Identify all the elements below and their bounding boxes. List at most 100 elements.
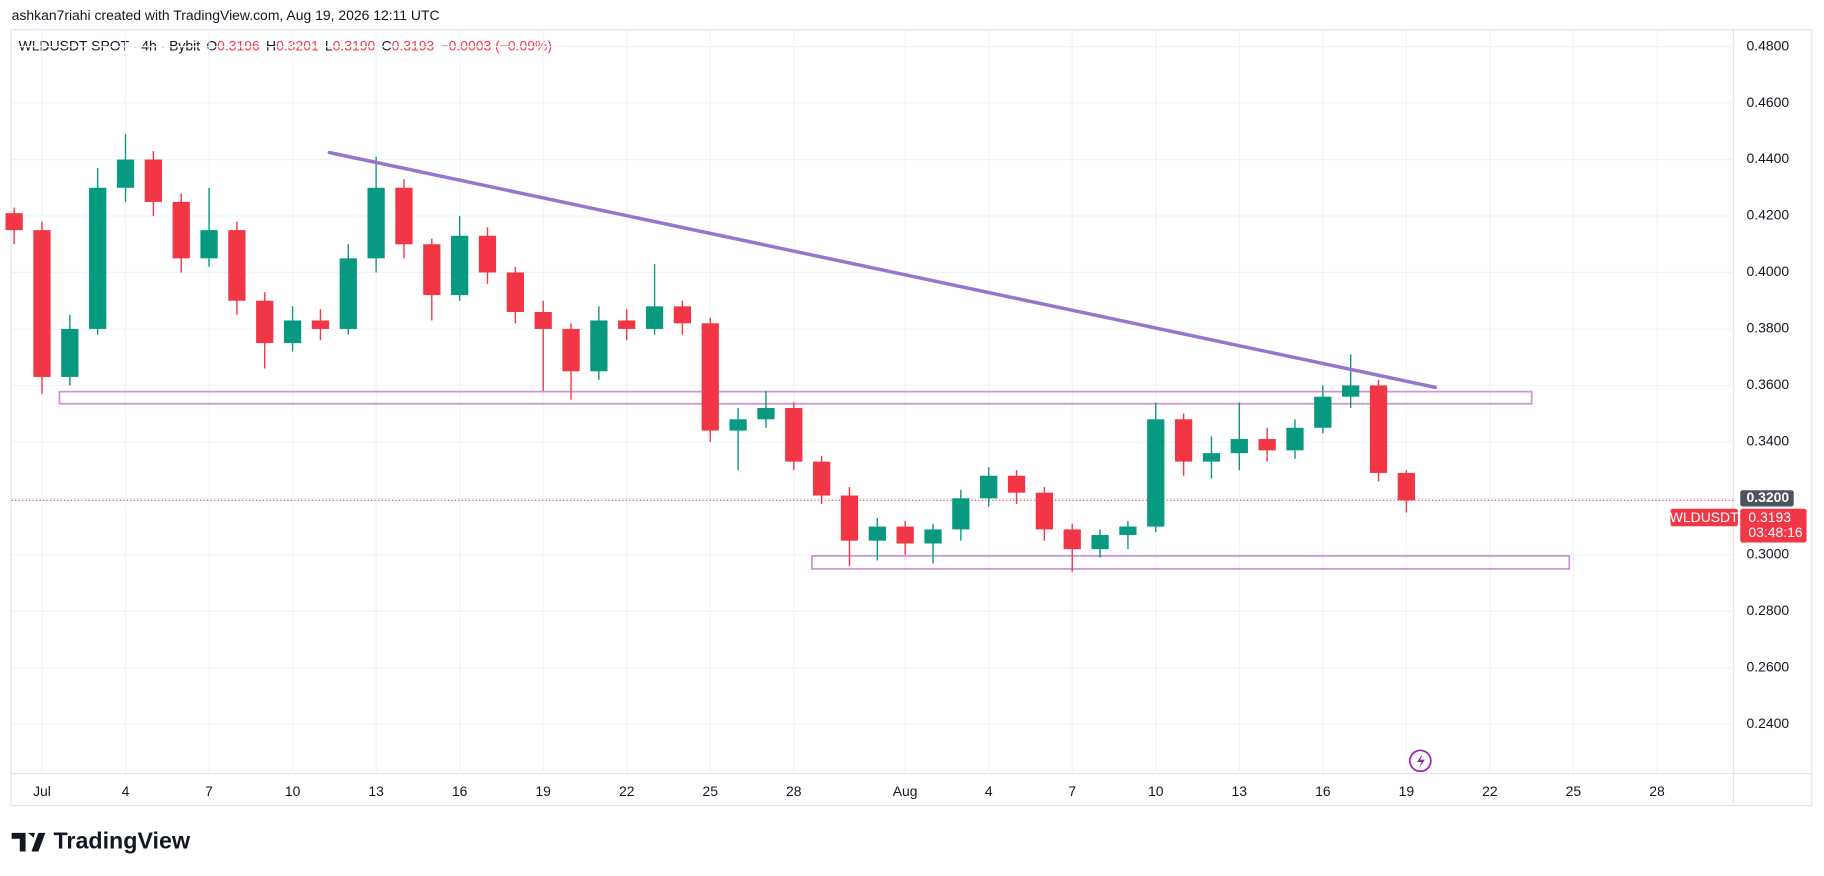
candle-body [228,230,246,301]
candle-body [451,235,469,296]
candle-body [980,475,998,499]
candle-body [89,187,107,329]
candle-body [256,300,274,344]
candle-body [61,328,79,377]
x-tick-label: 4 [985,783,993,799]
candle-body [785,407,803,462]
legend-change: −0.0003 (−0.09%) [440,37,552,53]
legend-h-label: H [266,37,276,53]
candle-body [562,328,580,372]
lightning-icon [1409,749,1432,773]
legend-c-label: C [382,37,392,53]
y-tick-label: 0.2800 [1746,602,1789,618]
candle-body [1007,475,1026,493]
x-tick-label: 13 [368,783,384,799]
x-tick-label: Aug [893,783,918,799]
x-tick-label: 7 [205,783,213,799]
x-tick-label: 10 [1148,783,1164,799]
grid [11,29,1734,774]
candle-body [1035,492,1054,530]
candle-body [1342,385,1360,397]
y-tick-label: 0.4200 [1746,207,1789,223]
zone [811,555,1571,570]
candle-body [5,213,23,231]
trendline [327,150,1438,390]
x-tick-label: 16 [452,783,468,799]
candle-body [868,526,886,541]
candle-body [1174,419,1193,462]
marker-label: 0.3200 [1746,489,1789,505]
candle-body [952,498,970,530]
candle-body [311,320,330,329]
legend-o: 0.3196 [217,37,260,53]
legend-h: 0.3201 [276,37,319,53]
candle-body [896,526,914,544]
marker-badge [1740,490,1794,507]
x-tick-label: 16 [1315,783,1331,799]
x-tick-label: 28 [1649,783,1665,799]
candle-body [618,320,636,329]
y-tick-label: 0.3800 [1746,320,1789,336]
candle-body [1258,439,1276,451]
legend-symbol: WLDUSDT SPOT · 4h · Bybit [19,37,201,53]
candle-body [283,320,302,344]
candle-body [1202,453,1221,462]
candle-body [729,419,747,431]
candle-body [200,230,218,259]
candle-body [116,159,135,188]
candle-body [701,323,719,431]
y-tick-label: 0.4400 [1746,150,1789,166]
candle-body [33,230,51,377]
brand-logo: TradingView [11,827,191,853]
candle-body [757,407,775,420]
legend-c: 0.3193 [392,37,435,53]
x-tick-label: 22 [619,783,635,799]
y-tick-label: 0.3400 [1746,433,1789,449]
symbol-label: WLDUSDT [1670,509,1739,525]
candle-body [144,159,162,202]
x-tick-label: 7 [1068,783,1076,799]
y-tick-label: 0.4600 [1746,94,1789,110]
x-tick-label: Jul [33,783,51,799]
candle-body [1369,385,1388,473]
candle-body [1397,472,1416,501]
candle-body [339,258,357,329]
candle-body [1091,535,1109,550]
pane-border [10,29,1813,807]
x-tick-label: 10 [285,783,301,799]
candle-body [172,201,190,259]
x-tick-label: 19 [535,783,551,799]
y-tick-label: 0.3600 [1746,376,1789,392]
brand: TradingView [54,827,191,853]
candle-body [1230,439,1248,454]
y-tick-label: 0.2400 [1746,715,1789,731]
symbol-badge [1670,508,1738,527]
countdown-label: 03:48:16 [1748,524,1803,540]
candle-body [924,529,942,544]
y-tick-label: 0.4000 [1746,263,1789,279]
candle-body [1119,526,1137,536]
candle-body [590,320,608,372]
y-tick-label: 0.2600 [1746,658,1789,674]
header: ashkan7riahi created with TradingView.co… [12,7,440,23]
legend-l-label: L [325,37,333,53]
candle-body [367,187,385,259]
candle-body [395,187,413,245]
x-tick-label: 25 [1566,783,1582,799]
candle-body [506,272,524,313]
legend-o-label: O [206,37,217,53]
last-price-label: 0.3193 [1748,509,1791,525]
x-tick-label: 22 [1482,783,1498,799]
y-tick-label: 0.4800 [1746,37,1789,53]
x-tick-label: 28 [786,783,802,799]
candle-body [813,461,831,496]
candle-body [645,306,664,329]
x-tick-label: 19 [1399,783,1415,799]
x-tick-label: 13 [1232,783,1248,799]
candle-body [478,235,497,273]
candle-body [840,495,859,541]
zone [58,390,1533,405]
